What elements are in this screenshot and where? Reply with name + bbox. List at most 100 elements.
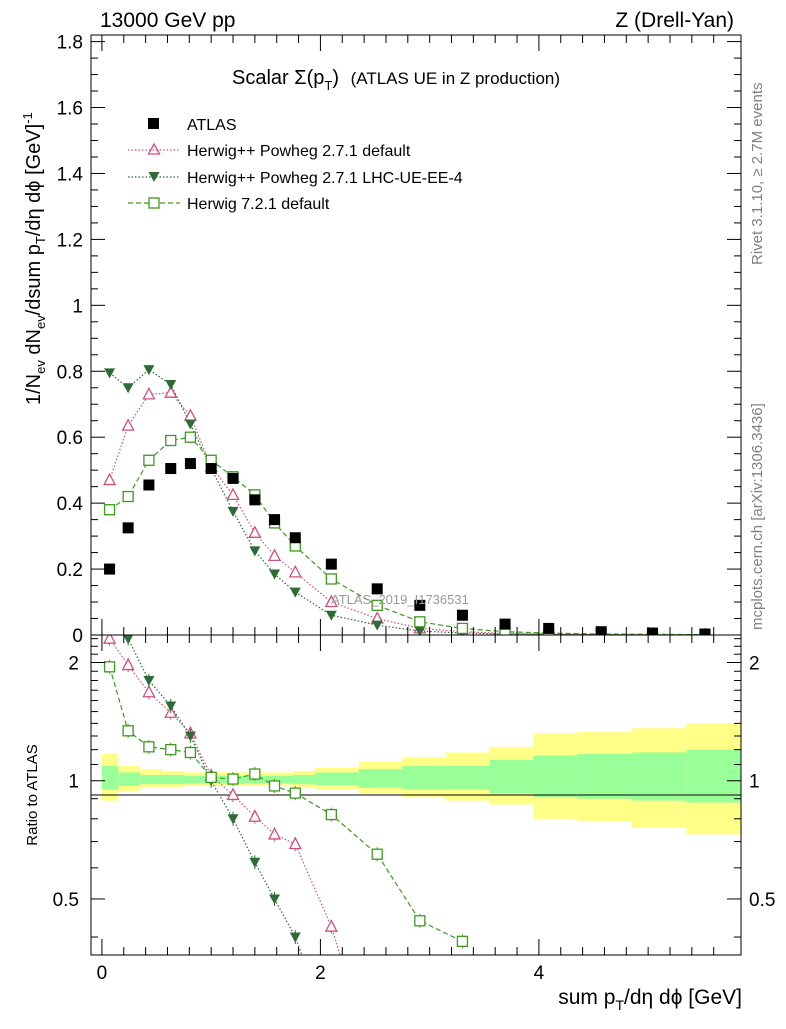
ratio-band-inner xyxy=(101,766,119,790)
main-point-atlas xyxy=(371,583,383,595)
ratio-x-axis: 0 2 4 xyxy=(97,635,715,984)
main-point-powheg-lhc xyxy=(249,546,261,557)
ratio-y-tick-label-right: 0.5 xyxy=(749,890,775,911)
main-point-atlas xyxy=(143,479,155,491)
main-point-atlas xyxy=(227,472,239,484)
ratio-point-powheg-lhc xyxy=(269,894,281,905)
ratio-band-inner xyxy=(271,775,294,784)
main-point-powheg-lhc xyxy=(165,379,177,390)
ratio-y-axis: 0.5 0.5 1 1 2 2 xyxy=(53,638,775,938)
main-point-herwig721 xyxy=(456,622,469,635)
legend-powheg-lhc-label: Herwig++ Powheg 2.7.1 LHC-UE-EE-4 xyxy=(187,170,463,187)
ratio-x-tick-label: 0 xyxy=(97,963,108,984)
ratio-band-inner xyxy=(533,755,578,797)
main-point-atlas xyxy=(543,622,555,634)
chart-title-rest: (ATLAS UE in Z production) xyxy=(351,69,560,88)
main-y-axis: 0 0.2 0.4 0.6 0.8 1 1.2 1.4 1.6 1.8 xyxy=(57,33,741,647)
ratio-point-herwig721 xyxy=(371,848,383,860)
ratio-point-powheg-lhc xyxy=(227,814,239,825)
main-y-tick-label: 1 xyxy=(72,296,83,317)
main-point-powheg-default xyxy=(324,594,338,608)
main-point-atlas xyxy=(456,609,468,621)
ratio-point-herwig721 xyxy=(122,725,134,737)
ratio-x-label: sum pT/dη dϕ [GeV] xyxy=(558,986,742,1013)
main-point-atlas xyxy=(104,563,116,575)
main-point-herwig721 xyxy=(371,599,383,611)
ratio-point-herwig721 xyxy=(325,808,337,821)
main-y-tick-label: 0.8 xyxy=(57,362,83,383)
ratio-band-inner xyxy=(314,772,359,786)
ratio-point-powheg-default xyxy=(288,836,302,850)
main-point-powheg-lhc xyxy=(184,419,196,430)
ratio-band-inner xyxy=(358,769,403,788)
ratio-panel: 0.5 0.5 1 1 2 2 0 2 4 Ratio to ATLAS sum pT/dη … xyxy=(24,634,775,1013)
chart-title-close: ) xyxy=(332,67,339,89)
ratio-x-tick-label: 2 xyxy=(315,963,326,984)
main-y-tick-label: 0.4 xyxy=(57,494,84,515)
ratio-y-tick-label-right: 2 xyxy=(749,654,760,675)
main-point-powheg-default xyxy=(164,385,178,398)
main-point-herwig721 xyxy=(143,454,155,466)
ratio-point-herwig721 xyxy=(143,741,155,753)
legend-atlas-marker xyxy=(148,118,159,129)
ratio-point-powheg-default xyxy=(121,657,135,671)
rivet-label: Rivet 3.1.10, ≥ 2.7M events xyxy=(749,83,766,266)
main-point-atlas xyxy=(165,463,177,475)
mcplots-label: mcplots.cern.ch [arXiv:1306.3436] xyxy=(749,403,766,630)
main-point-atlas xyxy=(205,463,217,475)
main-point-atlas xyxy=(414,599,426,611)
main-point-atlas xyxy=(499,618,511,630)
main-y-tick-label: 1.8 xyxy=(57,33,83,54)
ratio-point-powheg-default xyxy=(142,684,156,698)
ratio-line-herwig721 xyxy=(108,666,463,942)
ratio-point-powheg-lhc xyxy=(123,635,134,645)
main-y-tick-label: 0.2 xyxy=(57,560,83,581)
ratio-y-tick-label: 2 xyxy=(68,654,79,675)
ratio-line-powheg-lhc xyxy=(126,635,303,955)
ratio-point-powheg-default xyxy=(324,919,338,932)
ratio-point-powheg-lhc xyxy=(165,701,177,712)
main-point-herwig721 xyxy=(103,504,116,516)
chart-title: Scalar Σ(pT) (ATLAS UE in Z production) xyxy=(232,67,560,93)
ratio-point-herwig721 xyxy=(249,768,261,780)
ratio-band-inner xyxy=(686,749,741,803)
main-point-powheg-default xyxy=(226,487,240,501)
ratio-uncertainty-band xyxy=(101,723,741,835)
legend: ATLAS Herwig++ Powheg 2.7.1 default Herw… xyxy=(128,117,463,213)
main-point-herwig721 xyxy=(122,490,134,503)
main-point-herwig721 xyxy=(184,431,197,443)
main-point-atlas xyxy=(249,494,261,506)
ratio-band-inner xyxy=(402,766,447,790)
main-y-tick-label: 1.4 xyxy=(57,164,84,185)
main-point-powheg-default xyxy=(288,564,302,578)
ratio-point-powheg-lhc xyxy=(249,857,261,868)
main-point-powheg-lhc xyxy=(325,610,337,621)
legend-powheg-lhc-marker xyxy=(148,172,160,182)
ratio-point-herwig721 xyxy=(268,780,281,792)
legend-herwig721-label: Herwig 7.2.1 default xyxy=(187,196,330,213)
main-y-tick-label: 0.6 xyxy=(57,428,83,449)
main-point-atlas xyxy=(269,514,281,526)
main-point-powheg-lhc xyxy=(227,506,239,517)
main-plot-data xyxy=(102,365,711,635)
main-panel: 0 0.2 0.4 0.6 0.8 1 1.2 1.4 1.6 1.8 Scalar Σ(pT) … xyxy=(20,33,742,647)
ratio-band-inner xyxy=(183,775,206,784)
legend-powheg-default-label: Herwig++ Powheg 2.7.1 default xyxy=(187,143,411,160)
ratio-plot-data xyxy=(102,635,469,955)
ratio-point-powheg-default xyxy=(267,827,282,840)
main-y-label: 1/Nev dNev/dsum pT/dη dϕ [GeV]-1 xyxy=(20,112,48,405)
ratio-band-inner xyxy=(162,774,184,785)
header-right: Z (Drell-Yan) xyxy=(615,9,734,32)
main-x-ticks xyxy=(101,35,715,635)
ratio-point-herwig721 xyxy=(205,771,217,784)
ratio-band-inner xyxy=(489,759,534,794)
main-point-atlas xyxy=(184,458,196,470)
legend-herwig721-marker xyxy=(148,197,160,209)
header-left: 13000 GeV pp xyxy=(100,9,235,32)
ratio-band-inner xyxy=(446,766,490,790)
main-point-powheg-lhc xyxy=(414,626,426,635)
main-point-powheg-default xyxy=(248,525,262,538)
ratio-band-inner xyxy=(577,753,632,799)
ratio-point-powheg-default xyxy=(226,787,240,801)
